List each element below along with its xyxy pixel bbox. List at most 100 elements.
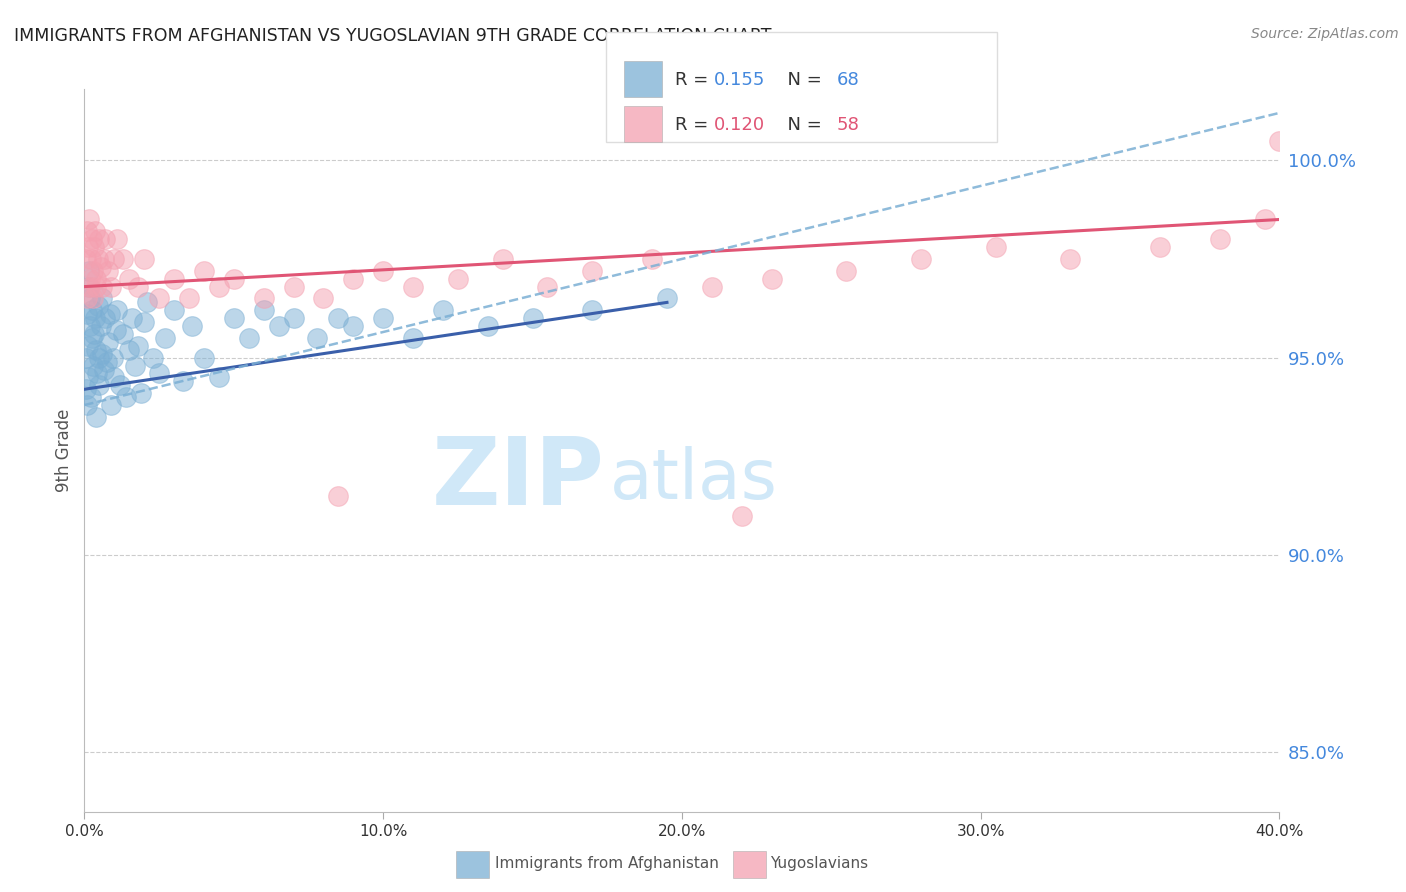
Point: [84, 409, 107, 424]
Point: [835, 264, 858, 278]
Point: [127, 339, 149, 353]
Point: [96, 354, 118, 368]
Point: [76, 224, 98, 238]
Point: [700, 279, 723, 293]
Point: [522, 311, 544, 326]
Point: [110, 378, 132, 392]
Point: [328, 311, 350, 326]
Point: [655, 292, 678, 306]
Point: [82, 264, 104, 278]
Point: [105, 303, 128, 318]
Point: [121, 311, 143, 326]
Point: [238, 331, 260, 345]
Point: [90, 319, 112, 334]
Text: R =: R =: [675, 70, 714, 89]
Text: atlas: atlas: [610, 446, 778, 513]
Point: [118, 271, 141, 285]
Point: [432, 303, 454, 318]
Point: [984, 240, 1007, 254]
Point: [208, 279, 231, 293]
Point: [80, 252, 103, 266]
Point: [641, 252, 664, 266]
Point: [127, 279, 149, 293]
Point: [93, 252, 115, 266]
Point: [136, 295, 159, 310]
Point: [79, 292, 101, 306]
Text: 0.155: 0.155: [714, 70, 766, 89]
Point: [283, 311, 305, 326]
Point: [101, 351, 124, 365]
Point: [80, 390, 103, 404]
Point: [731, 508, 754, 523]
Point: [118, 343, 141, 357]
Text: IMMIGRANTS FROM AFGHANISTAN VS YUGOSLAVIAN 9TH GRADE CORRELATION CHART: IMMIGRANTS FROM AFGHANISTAN VS YUGOSLAVI…: [14, 27, 772, 45]
Point: [80, 232, 103, 246]
Point: [79, 271, 101, 285]
Point: [97, 334, 120, 349]
Point: [91, 347, 114, 361]
Point: [83, 224, 105, 238]
Point: [1268, 134, 1291, 148]
Point: [153, 331, 176, 345]
Point: [104, 323, 127, 337]
Point: [75, 351, 97, 365]
Point: [112, 326, 135, 341]
Text: 0.120: 0.120: [714, 116, 765, 134]
Point: [163, 271, 186, 285]
Text: Immigrants from Afghanistan: Immigrants from Afghanistan: [495, 856, 718, 871]
Point: [283, 279, 305, 293]
Point: [402, 279, 425, 293]
Point: [477, 319, 499, 334]
Text: R =: R =: [675, 116, 714, 134]
Point: [76, 292, 98, 306]
Point: [1059, 252, 1081, 266]
Point: [84, 271, 107, 285]
Point: [75, 382, 97, 396]
Point: [100, 398, 122, 412]
Point: [82, 292, 104, 306]
Point: [267, 319, 290, 334]
Point: [94, 311, 117, 326]
Point: [98, 307, 121, 321]
Point: [89, 232, 111, 246]
Point: [79, 319, 101, 334]
Point: [253, 292, 276, 306]
Text: 68: 68: [837, 70, 859, 89]
Point: [87, 252, 110, 266]
Point: [172, 375, 194, 389]
Point: [148, 292, 170, 306]
Point: [181, 319, 204, 334]
Point: [1253, 212, 1275, 227]
Point: [112, 252, 135, 266]
Point: [82, 359, 104, 373]
Point: [86, 343, 108, 357]
Point: [77, 339, 100, 353]
Point: [82, 303, 104, 318]
Point: [83, 311, 105, 326]
Point: [910, 252, 932, 266]
Point: [342, 271, 364, 285]
Point: [115, 390, 138, 404]
Point: [536, 279, 558, 293]
Point: [105, 232, 128, 246]
Point: [76, 398, 98, 412]
Point: [492, 252, 515, 266]
Point: [76, 307, 98, 321]
Point: [177, 292, 200, 306]
Text: 58: 58: [837, 116, 859, 134]
Point: [132, 252, 156, 266]
Point: [581, 303, 603, 318]
Point: [100, 279, 122, 293]
Point: [222, 271, 245, 285]
Point: [253, 303, 276, 318]
Point: [193, 351, 215, 365]
Point: [86, 367, 108, 381]
Text: Yugoslavians: Yugoslavians: [770, 856, 869, 871]
Point: [761, 271, 783, 285]
Point: [148, 367, 170, 381]
Point: [373, 264, 395, 278]
Point: [87, 299, 110, 313]
Point: [1149, 240, 1171, 254]
Point: [103, 252, 125, 266]
Y-axis label: 9th Grade: 9th Grade: [55, 409, 73, 492]
